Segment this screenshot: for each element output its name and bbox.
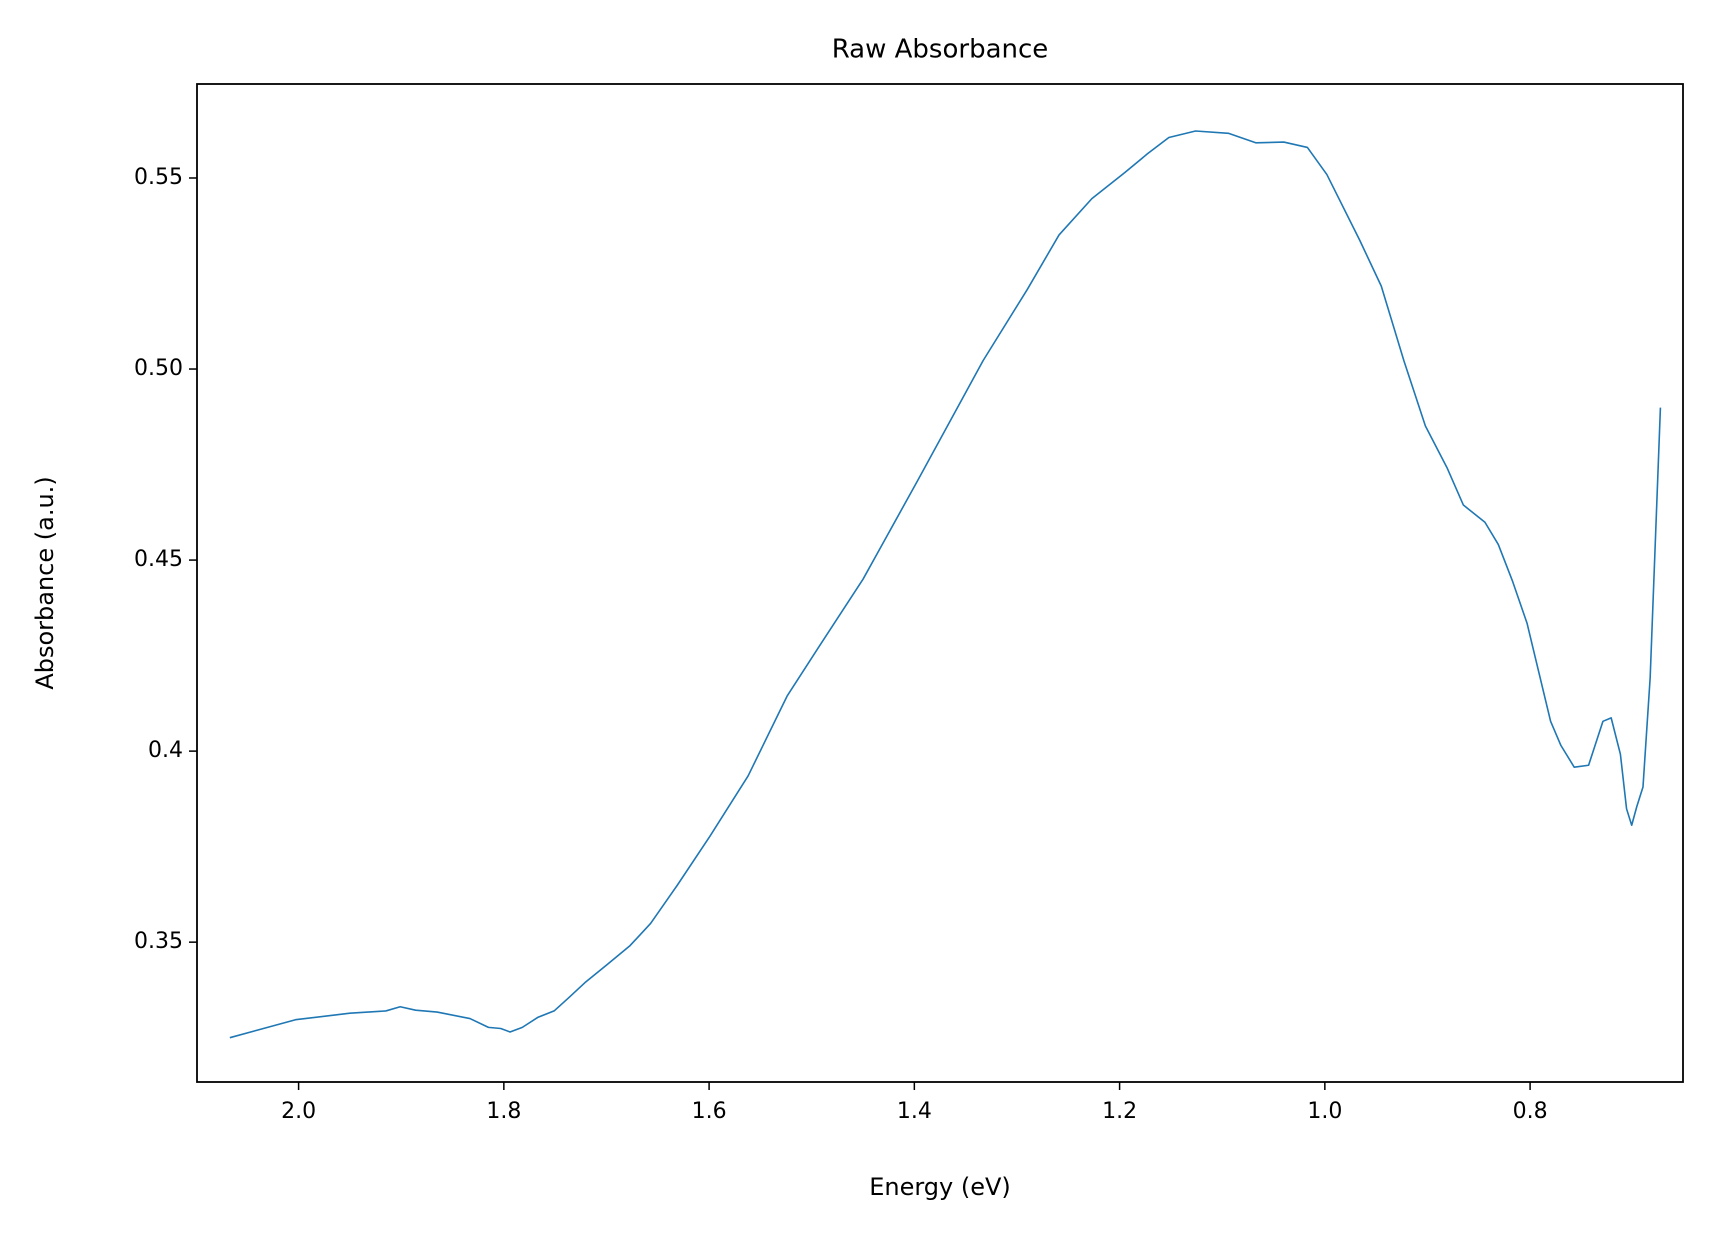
plot-frame — [196, 83, 1684, 1083]
y-tick-label: 0.4 — [148, 738, 183, 763]
x-tick-label: 1.8 — [486, 1099, 521, 1124]
chart-title: Raw Absorbance — [832, 35, 1049, 65]
y-axis-label: Absorbance (a.u.) — [31, 476, 59, 689]
x-axis-label: Energy (eV) — [869, 1173, 1011, 1201]
x-tick-label: 1.2 — [1102, 1099, 1137, 1124]
data-line — [229, 130, 1662, 1039]
x-tick-label: 1.4 — [897, 1099, 932, 1124]
x-tick-label: 1.6 — [692, 1099, 727, 1124]
y-tick-label: 0.35 — [134, 929, 183, 954]
x-tick-label: 0.8 — [1513, 1099, 1548, 1124]
x-tick-label: 1.0 — [1307, 1099, 1342, 1124]
y-tick-label: 0.45 — [134, 547, 183, 572]
y-tick-label: 0.55 — [134, 165, 183, 190]
x-tick-label: 2.0 — [281, 1099, 316, 1124]
y-tick-label: 0.50 — [134, 356, 183, 381]
